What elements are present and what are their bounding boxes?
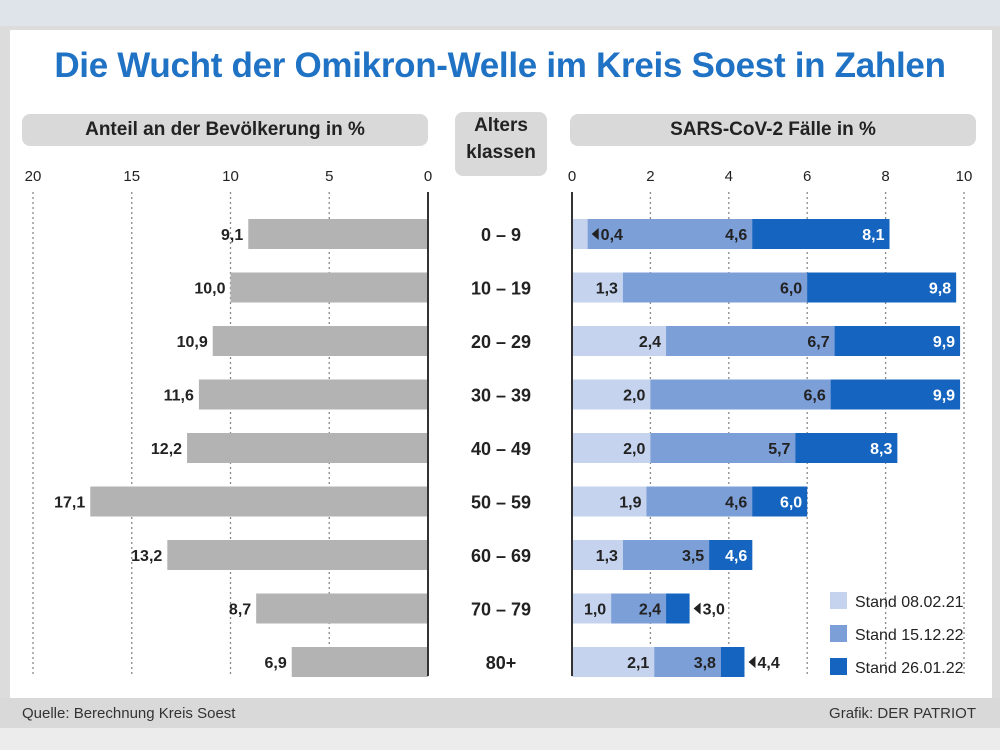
cases-value-label-1: 2,1: [627, 655, 649, 672]
cases-value-label-2: 6,7: [807, 334, 829, 351]
cases-value-label-2: 3,8: [694, 655, 716, 672]
cases-value-label-2: 6,0: [780, 281, 802, 298]
cases-value-label-2: 4,6: [725, 495, 747, 512]
source-note: Quelle: Berechnung Kreis Soest: [22, 705, 236, 722]
population-bar: [248, 219, 428, 249]
age-class-label: 80+: [486, 653, 517, 673]
cases-value-label-1: 2,0: [623, 441, 645, 458]
population-chart-header: Anteil an der Bevölkerung in %: [22, 114, 428, 146]
cases-bar-1: [572, 647, 655, 677]
cases-chart-header: SARS-CoV-2 Fälle in %: [570, 114, 976, 146]
population-bar: [256, 593, 428, 624]
population-value-label: 8,7: [229, 602, 251, 619]
population-value-label: 10,9: [177, 334, 208, 351]
cases-value-label-3: 6,0: [780, 495, 802, 512]
pointer-arrow-icon: [748, 656, 756, 668]
population-bar: [230, 272, 428, 303]
cases-value-label-3: 3,0: [703, 602, 725, 619]
bottom-strip: [0, 728, 1000, 750]
population-axis-tick: 15: [123, 168, 140, 185]
cases-bar-1: [572, 433, 651, 463]
age-class-label: 70 – 79: [471, 600, 531, 620]
age-class-label: 40 – 49: [471, 439, 531, 459]
age-classes-header-line1: Alters: [474, 115, 528, 136]
cases-bar-1: [572, 326, 667, 356]
population-value-label: 6,9: [264, 655, 286, 672]
cases-axis-tick: 6: [803, 168, 811, 185]
population-axis-tick: 0: [424, 168, 432, 185]
population-bar: [90, 486, 429, 517]
cases-value-label-3: 9,9: [933, 388, 955, 405]
cases-value-label-2: 2,4: [639, 602, 661, 619]
cases-bar-1: [572, 219, 588, 249]
graphic-credit: Grafik: DER PATRIOT: [829, 705, 976, 722]
cases-value-label-2: 5,7: [768, 441, 790, 458]
population-bar: [167, 540, 429, 570]
cases-axis-tick: 4: [725, 168, 733, 185]
cases-value-label-1: 1,0: [584, 602, 606, 619]
cases-bar-1: [572, 272, 623, 303]
age-class-label: 10 – 19: [471, 279, 531, 299]
cases-value-label-2: 6,6: [803, 388, 825, 405]
cases-value-label-1: 2,4: [639, 334, 661, 351]
chart-title: Die Wucht der Omikron-Welle im Kreis Soe…: [54, 46, 946, 85]
age-class-label: 60 – 69: [471, 546, 531, 566]
cases-value-label-1: 2,0: [623, 388, 645, 405]
population-axis-tick: 10: [222, 168, 239, 185]
legend-label: Stand 15.12.22: [855, 627, 964, 644]
population-value-label: 9,1: [221, 227, 243, 244]
cases-value-label-3: 9,9: [933, 334, 955, 351]
cases-bar-1: [572, 593, 612, 624]
legend-label: Stand 26.01.22: [855, 660, 964, 677]
cases-axis-tick: 0: [568, 168, 576, 185]
population-value-label: 11,6: [164, 388, 194, 405]
footer-bar: [0, 698, 1000, 728]
cases-value-label-3: 8,1: [862, 227, 884, 244]
age-class-label: 0 – 9: [481, 225, 521, 245]
legend-label: Stand 08.02.21: [855, 594, 964, 611]
cases-bar-1: [572, 540, 623, 570]
population-value-label: 17,1: [54, 495, 85, 512]
cases-value-label-2: 4,6: [725, 227, 747, 244]
population-value-label: 12,2: [151, 441, 182, 458]
top-strip: [0, 0, 1000, 26]
pointer-arrow-icon: [591, 228, 599, 240]
population-bar: [187, 433, 428, 463]
population-value-label: 10,0: [194, 281, 225, 298]
population-bar: [291, 647, 428, 677]
cases-bar-1: [572, 486, 647, 517]
cases-value-label-1: 1,3: [596, 548, 618, 565]
cases-value-label-3: 8,3: [870, 441, 892, 458]
legend-swatch: [830, 625, 847, 642]
cases-value-label-3: 9,8: [929, 281, 951, 298]
cases-value-label-1: 1,3: [596, 281, 618, 298]
population-bar: [198, 379, 428, 410]
population-value-label: 13,2: [131, 548, 162, 565]
cases-value-label-3: 4,6: [725, 548, 747, 565]
age-class-label: 50 – 59: [471, 493, 531, 513]
cases-bar-1: [572, 379, 651, 410]
cases-value-label-2: 3,5: [682, 548, 704, 565]
age-class-label: 20 – 29: [471, 332, 531, 352]
cases-axis-tick: 8: [881, 168, 889, 185]
age-classes-header-line2: klassen: [466, 142, 536, 163]
pointer-arrow-icon: [693, 602, 701, 615]
population-axis-tick: 5: [325, 168, 333, 185]
legend-swatch: [830, 592, 847, 609]
age-class-label: 30 – 39: [471, 386, 531, 406]
population-axis-tick: 20: [25, 168, 42, 185]
cases-value-label-1: 1,9: [619, 495, 641, 512]
population-bar: [212, 326, 428, 356]
age-classes-header: Alters klassen: [455, 112, 547, 176]
cases-axis-tick: 10: [956, 168, 973, 185]
cases-axis-tick: 2: [646, 168, 654, 185]
cases-value-label-1: 0,4: [601, 227, 623, 244]
cases-value-label-3: 4,4: [757, 655, 779, 672]
legend-swatch: [830, 658, 847, 675]
cases-bar-2: [572, 219, 753, 249]
